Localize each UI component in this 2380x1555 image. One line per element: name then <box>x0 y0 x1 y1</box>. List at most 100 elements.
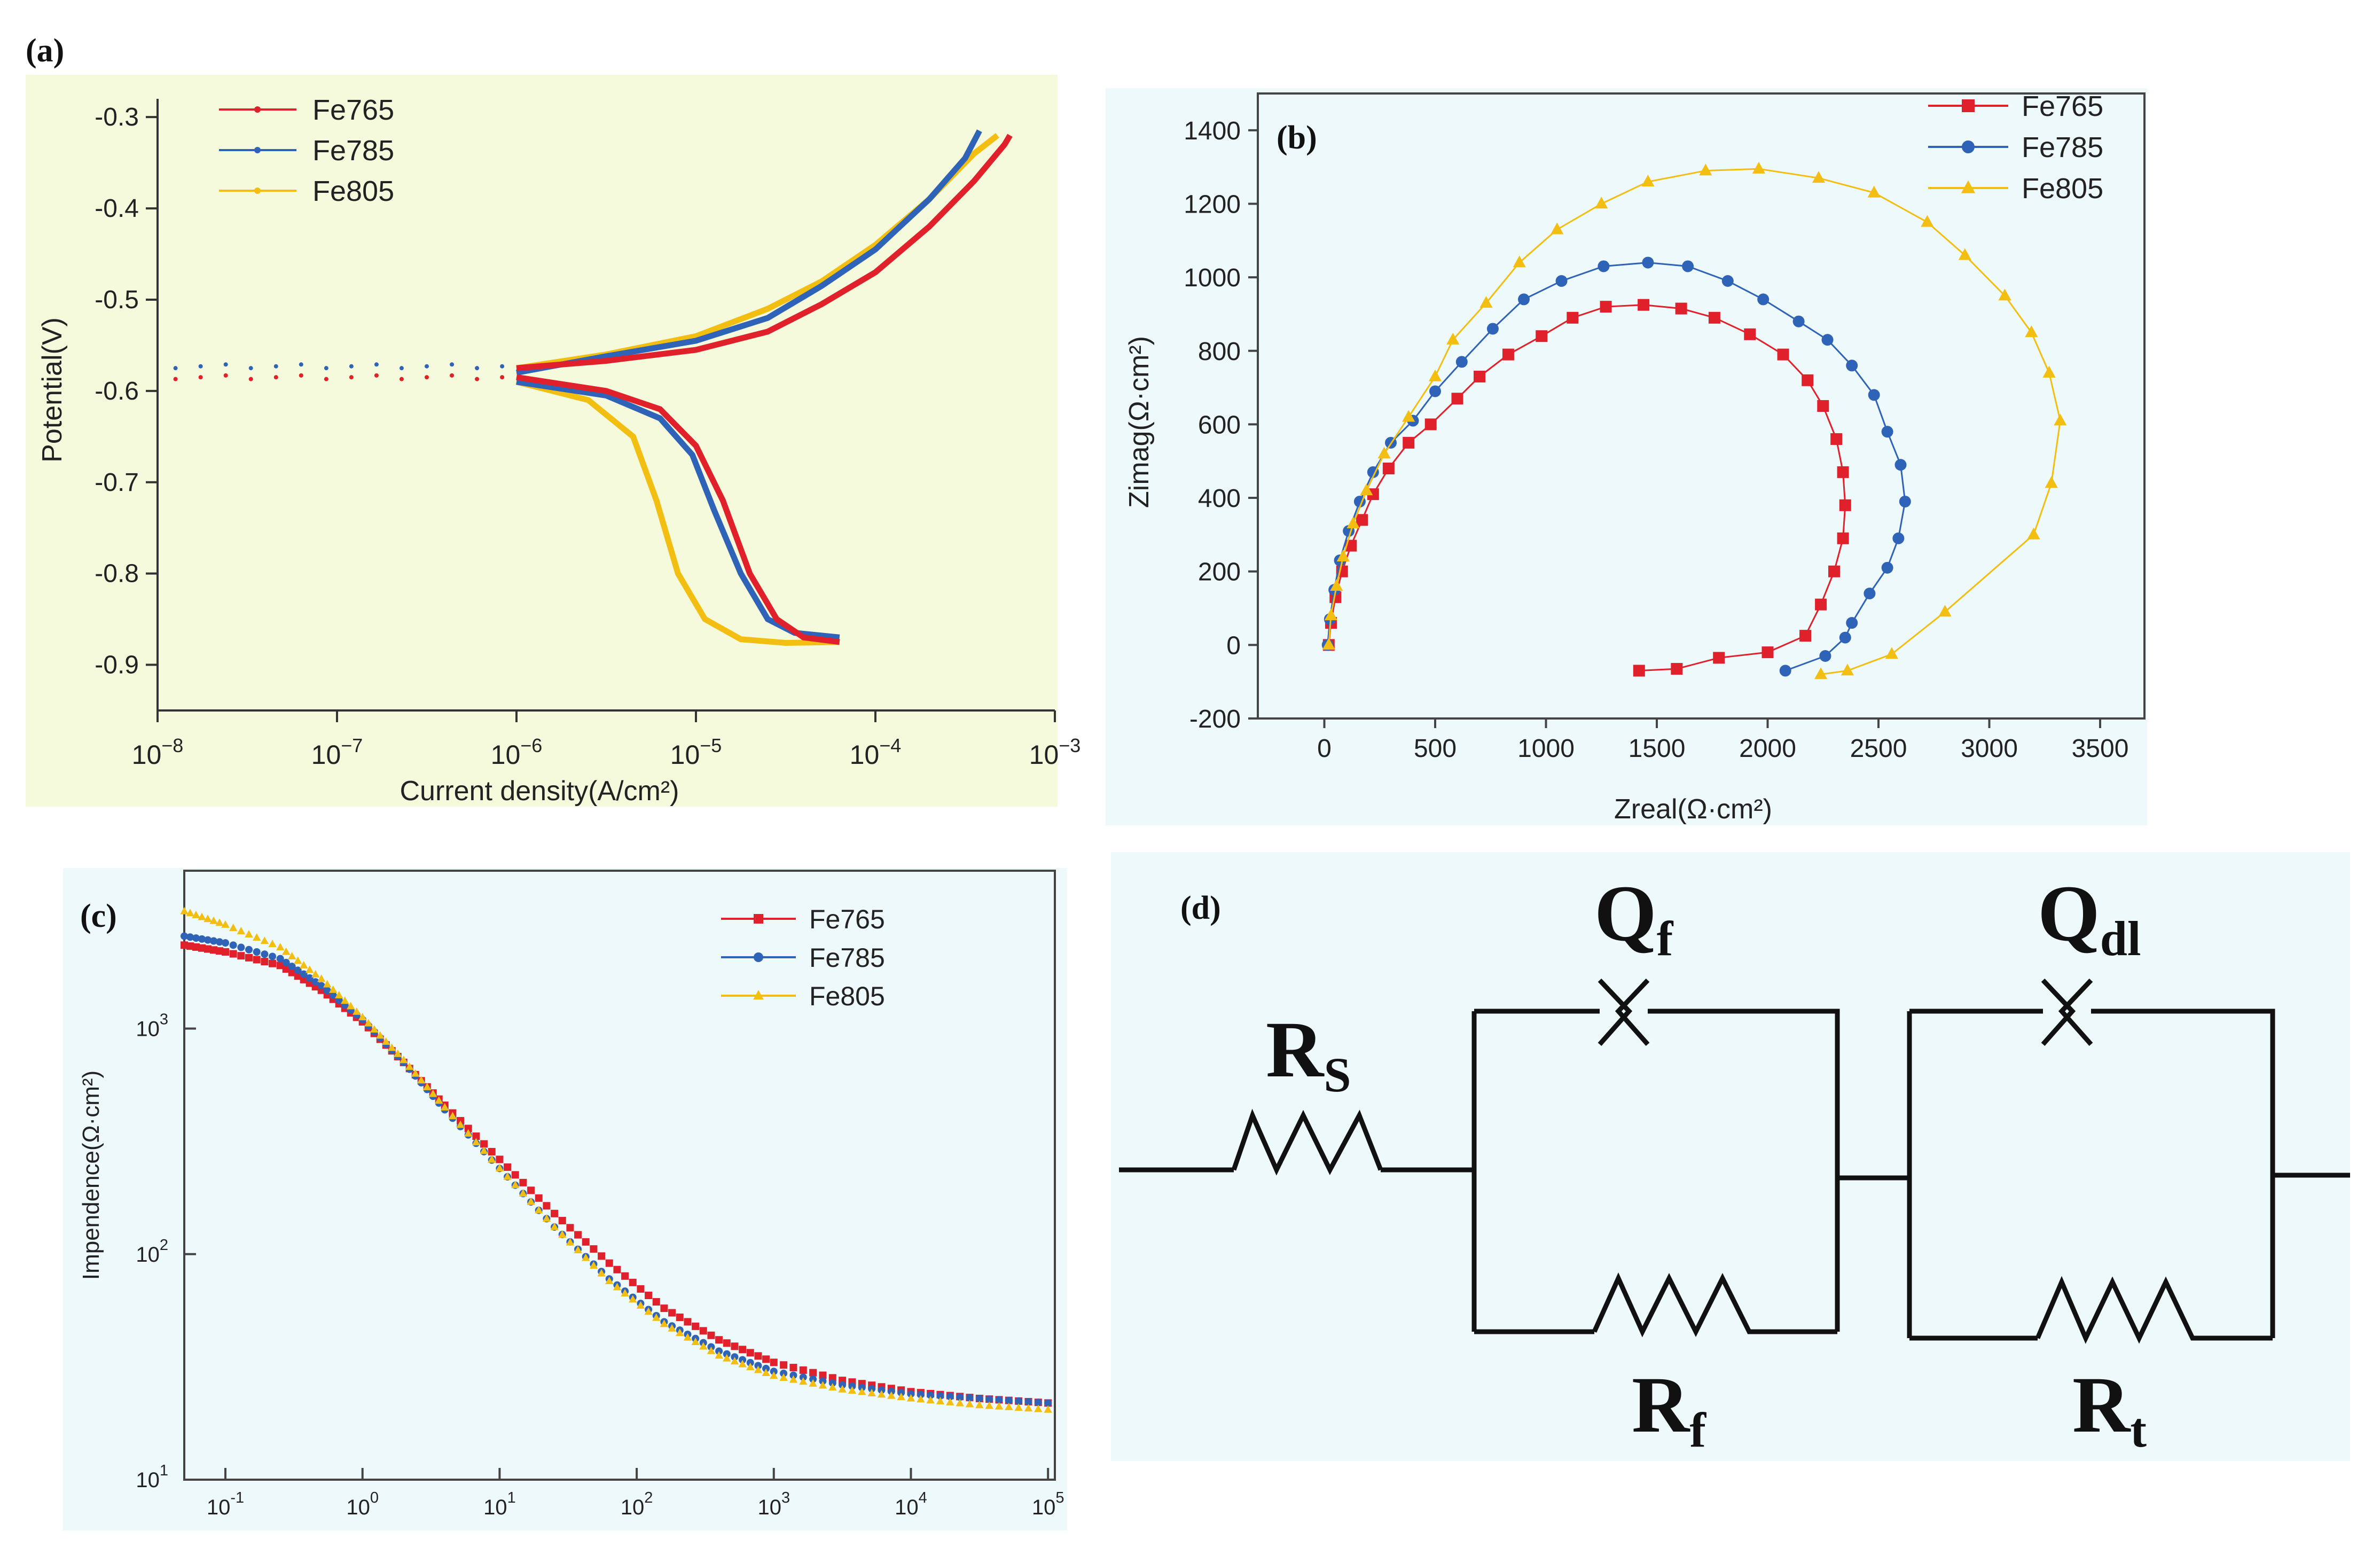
chart-c-point-Fe805 <box>364 1019 373 1027</box>
label-rf: Rf <box>1632 1361 1706 1457</box>
chart-c-point-Fe785 <box>216 938 224 946</box>
chart-c-point-Fe805 <box>299 960 308 968</box>
chart-c-point-Fe805 <box>707 1346 716 1354</box>
chart-a-cathodic-line-Fe765 <box>516 374 840 645</box>
chart-c-legend-marker-Fe765 <box>754 914 763 924</box>
chart-c-x-tick-label: 105 <box>1032 1489 1064 1519</box>
chart-c-point-Fe765 <box>819 1371 827 1379</box>
chart-c-point-Fe785 <box>799 1373 807 1381</box>
chart-c-point-Fe765 <box>527 1186 535 1194</box>
polarization-chart: 10−8 10−7 10−6 10−5 10−4 10−3 -0.3 -0.4 -0.5 -0.6… <box>95 94 1081 770</box>
chart-b-point-Fe805 <box>1938 605 1952 617</box>
chart-b-point-Fe785 <box>1846 360 1858 372</box>
chart-b-point-Fe765 <box>1424 418 1437 431</box>
chart-c-point-Fe785 <box>253 948 261 956</box>
chart-c-point-Fe805 <box>423 1082 432 1090</box>
chart-c-point-Fe765 <box>574 1231 582 1239</box>
chart-c-point-Fe765 <box>261 958 269 966</box>
chart-c-point-Fe765 <box>269 959 277 967</box>
chart-b-point-Fe765 <box>1502 348 1514 361</box>
chart-c-point-Fe805 <box>799 1377 808 1385</box>
chart-c-point-Fe805 <box>382 1037 390 1045</box>
chart-a-legend-label-Fe785: Fe785 <box>312 135 394 167</box>
chart-c-point-Fe805 <box>574 1246 582 1254</box>
chart-c-point-Fe805 <box>464 1129 473 1137</box>
chart-c-point-Fe765 <box>216 947 224 955</box>
chart-c-point-Fe765 <box>582 1238 590 1246</box>
chart-b-point-Fe805 <box>2027 527 2040 540</box>
chart-c-point-Fe805 <box>429 1089 437 1097</box>
chart-c-point-Fe785 <box>868 1385 876 1393</box>
chart-b-point-Fe765 <box>1403 436 1415 449</box>
chart-b-point-Fe805 <box>1814 667 1828 679</box>
chart-c-legend-marker-Fe805 <box>753 990 764 1000</box>
chart-b-point-Fe805 <box>2054 413 2067 426</box>
chart-a-legend-label-Fe805: Fe805 <box>312 175 394 207</box>
chart-c-point-Fe785 <box>181 932 188 940</box>
chart-c-point-Fe765 <box>605 1259 613 1267</box>
chart-c-point-Fe805 <box>276 943 285 951</box>
chart-c-point-Fe765 <box>488 1147 496 1155</box>
chart-c-point-Fe765 <box>566 1224 574 1232</box>
chart-b-point-Fe805 <box>2042 365 2056 378</box>
chart-c-point-Fe805 <box>358 1013 367 1021</box>
parallel-block-1 <box>1471 1009 1840 1334</box>
chart-b-point-Fe765 <box>1536 330 1548 342</box>
chart-c-point-Fe805 <box>456 1120 465 1128</box>
panel-c-label: (c) <box>80 898 117 934</box>
chart-c-point-Fe785 <box>780 1369 788 1377</box>
chart-b-point-Fe805 <box>2025 325 2038 338</box>
chart-c-point-Fe805 <box>542 1214 551 1222</box>
chart-c-point-Fe765 <box>629 1278 637 1286</box>
chart-a-x-tick-label: 10−8 <box>132 734 184 770</box>
chart-c-point-Fe805 <box>936 1397 945 1405</box>
chart-b-y-tick-label: 800 <box>1198 338 1241 366</box>
chart-c-point-Fe805 <box>838 1385 847 1393</box>
chart-b-point-Fe765 <box>1638 299 1650 311</box>
chart-c-point-Fe765 <box>253 956 261 964</box>
chart-c-point-Fe805 <box>613 1283 622 1291</box>
chart-b-point-Fe805 <box>1595 197 1608 209</box>
chart-c-point-Fe805 <box>352 1007 361 1015</box>
chart-c-point-Fe785 <box>1034 1398 1042 1406</box>
chart-b-point-Fe785 <box>1518 293 1530 306</box>
chart-b-point-Fe785 <box>1881 426 1893 438</box>
chart-c-point-Fe765 <box>799 1366 807 1374</box>
chart-c-point-Fe785 <box>261 950 269 958</box>
chart-c-point-Fe805 <box>652 1313 661 1321</box>
chart-c-y-tick-label: 101 <box>136 1462 168 1492</box>
chart-b-point-Fe785 <box>1642 256 1654 269</box>
chart-b-y-tick-label: 1200 <box>1184 190 1241 218</box>
chart-b-y-tick-label: 1000 <box>1184 264 1241 292</box>
cpe-qf <box>1598 978 1650 1046</box>
chart-c-point-Fe805 <box>965 1400 974 1408</box>
chart-a-y-tick-label: -0.7 <box>95 468 139 497</box>
chart-c-point-Fe765 <box>715 1336 723 1344</box>
chart-c-point-Fe805 <box>636 1301 645 1309</box>
chart-a-anodic-line-Fe765 <box>516 134 1013 371</box>
chart-c-x-tick-label: 10-1 <box>207 1489 244 1519</box>
chart-c-point-Fe765 <box>668 1309 676 1317</box>
chart-c-point-Fe765 <box>288 968 296 976</box>
chart-b-legend-marker-Fe785 <box>1962 140 1975 153</box>
chart-c-point-Fe785 <box>828 1379 836 1387</box>
chart-c-point-Fe765 <box>282 965 290 973</box>
chart-a-point-Fe765 <box>450 373 455 378</box>
chart-a-y-tick-label: -0.6 <box>95 377 139 405</box>
chart-c-point-Fe765 <box>245 954 253 962</box>
chart-c-point-Fe785 <box>237 943 245 951</box>
chart-b-y-tick-label: 400 <box>1198 485 1241 513</box>
chart-c-point-Fe765 <box>731 1342 739 1350</box>
chart-c-point-Fe805 <box>582 1253 590 1261</box>
chart-c-point-Fe765 <box>676 1314 684 1321</box>
chart-b-point-Fe805 <box>1336 549 1350 561</box>
chart-b-frame <box>1257 92 2146 720</box>
chart-a-point-Fe785 <box>500 364 505 369</box>
chart-c-point-Fe765 <box>746 1349 754 1357</box>
chart-b-point-Fe765 <box>1356 514 1368 526</box>
chart-b-point-Fe805 <box>1428 369 1442 381</box>
chart-c-point-Fe785 <box>288 963 296 971</box>
chart-a-x-tick-label: 10−6 <box>491 734 543 770</box>
chart-b-point-Fe785 <box>1486 323 1499 335</box>
chart-b-legend-label-Fe765: Fe765 <box>2022 90 2103 122</box>
